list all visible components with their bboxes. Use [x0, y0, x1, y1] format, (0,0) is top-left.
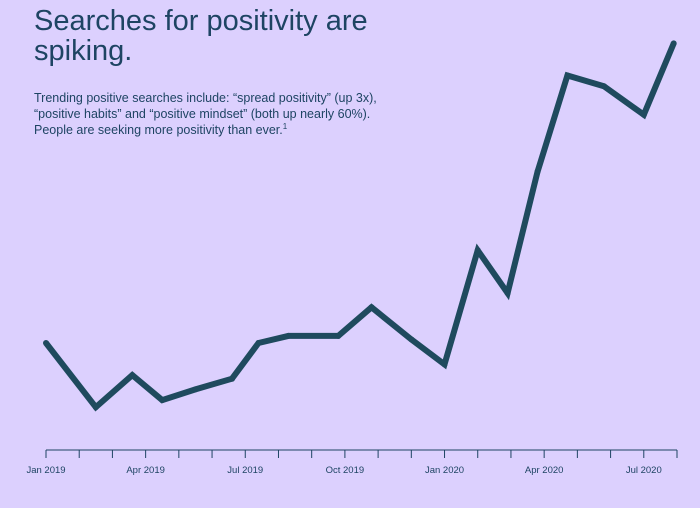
x-tick-label: Jan 2020 [425, 465, 464, 476]
data-point [43, 340, 49, 346]
data-point [504, 290, 511, 297]
data-point [335, 332, 342, 339]
x-axis-tick-labels: Jan 2019 Apr 2019 Jul 2019 Oct 2019 Jan 2020… [26, 465, 661, 476]
x-axis [45, 449, 678, 458]
x-tick-label: Jan 2019 [26, 465, 65, 476]
data-point [534, 168, 541, 175]
x-tick-label: Apr 2019 [126, 465, 165, 476]
data-point [129, 372, 136, 379]
data-point [670, 40, 677, 47]
data-point [441, 361, 448, 368]
series-positivity-searches [43, 40, 677, 412]
data-point [229, 375, 235, 382]
data-point [92, 404, 99, 411]
x-tick-label: Oct 2019 [326, 465, 365, 476]
chart-subtitle: Trending positive searches include: “spr… [34, 90, 379, 138]
x-tick-label: Jul 2020 [626, 465, 662, 476]
chart-subtitle-text: Trending positive searches include: “spr… [34, 91, 377, 137]
data-point [408, 336, 415, 343]
data-point [368, 304, 375, 311]
footnote-marker: 1 [282, 121, 288, 131]
x-tick-label: Apr 2020 [525, 465, 564, 476]
data-point [159, 397, 166, 404]
series-line [43, 42, 677, 412]
data-point [600, 83, 607, 90]
data-point [640, 111, 647, 118]
data-point [255, 340, 262, 346]
x-tick-label: Jul 2019 [227, 465, 263, 476]
data-point [564, 72, 571, 79]
data-point [285, 332, 292, 339]
data-point [192, 386, 199, 393]
data-point [474, 247, 481, 254]
chart-title: Searches for positivity are spiking. [34, 5, 368, 67]
